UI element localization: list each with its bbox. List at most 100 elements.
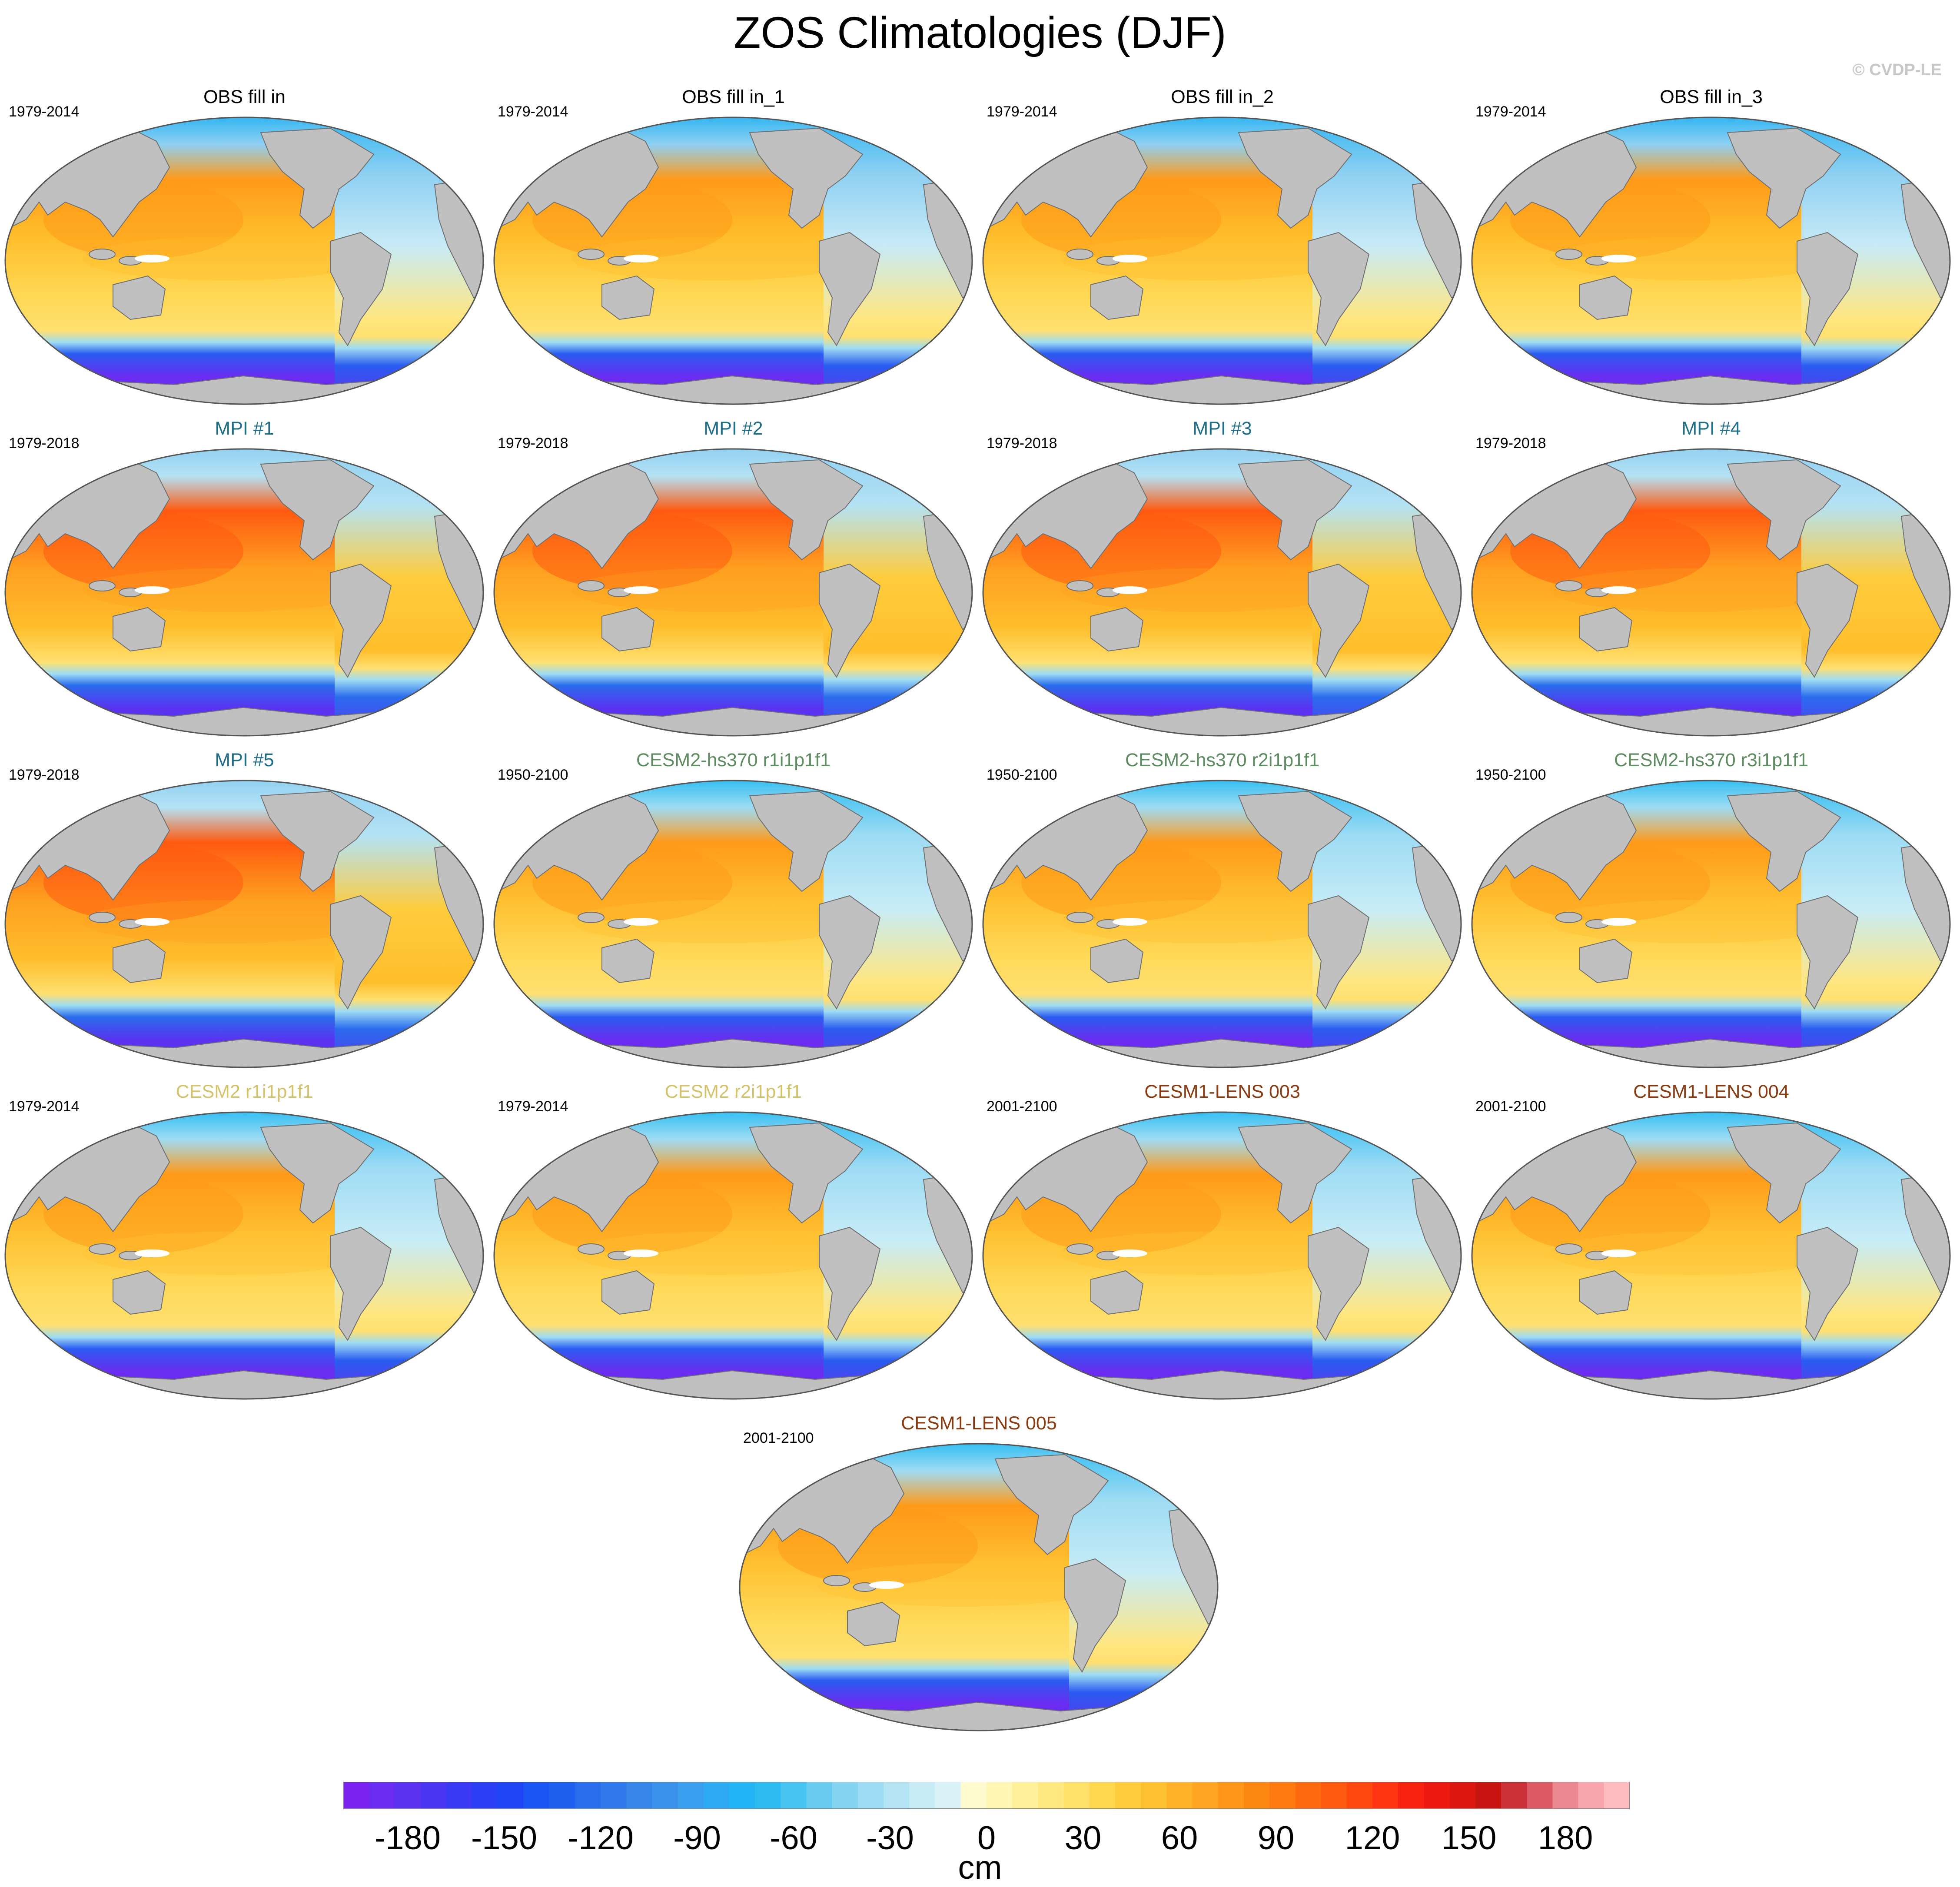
map-panel: CESM1-LENS 003 2001-2100 — [978, 1080, 1467, 1401]
panel-title: MPI #5 — [215, 750, 274, 771]
colorbar-swatch — [420, 1782, 447, 1809]
colorbar-swatch — [1398, 1782, 1424, 1809]
colorbar-swatch — [1604, 1782, 1630, 1809]
colorbar-swatch — [960, 1782, 987, 1809]
panel-title: CESM1-LENS 005 — [901, 1413, 1057, 1434]
colorbar-swatch — [652, 1782, 678, 1809]
panel-period: 2001-2100 — [743, 1430, 814, 1446]
panel-period: 1979-2018 — [498, 435, 568, 452]
colorbar-swatch — [1141, 1782, 1167, 1809]
map-panel: CESM2-hs370 r1i1p1f1 1950-2100 — [489, 748, 978, 1070]
world-map — [982, 780, 1462, 1068]
panel-period: 1979-2014 — [9, 1098, 80, 1115]
panel-title: OBS fill in — [203, 86, 286, 107]
world-map — [739, 1443, 1219, 1731]
colorbar-swatch — [1346, 1782, 1373, 1809]
world-map — [4, 448, 484, 737]
colorbar-tick-label: 0 — [977, 1820, 996, 1857]
map-panel: MPI #5 1979-2018 — [0, 748, 489, 1070]
colorbar-swatch — [1012, 1782, 1038, 1809]
panel-period: 1979-2014 — [1475, 103, 1546, 120]
world-map — [1471, 448, 1951, 737]
colorbar-tick-label: -150 — [471, 1820, 538, 1857]
colorbar-tick-label: -120 — [567, 1820, 634, 1857]
colorbar-swatch — [1578, 1782, 1605, 1809]
map-fill — [5, 1112, 483, 1399]
panel-title: CESM2 r2i1p1f1 — [664, 1081, 802, 1102]
colorbar-tick-label: 30 — [1064, 1820, 1102, 1857]
credit-watermark: © CVDP-LE — [1852, 61, 1942, 79]
colorbar-tick-label: -180 — [374, 1820, 441, 1857]
world-map — [1471, 780, 1951, 1068]
colorbar-swatch — [1166, 1782, 1193, 1809]
colorbar-swatch — [1063, 1782, 1090, 1809]
colorbar-units: cm — [958, 1849, 1002, 1886]
panel-title: CESM2 r1i1p1f1 — [176, 1081, 313, 1102]
colorbar-swatch — [549, 1782, 575, 1809]
map-fill — [5, 117, 483, 404]
map-panel: MPI #3 1979-2018 — [978, 416, 1467, 738]
colorbar-swatch — [909, 1782, 936, 1809]
colorbar-swatch — [343, 1782, 369, 1809]
map-panel: MPI #4 1979-2018 — [1467, 416, 1956, 738]
colorbar-swatch — [523, 1782, 550, 1809]
map-panel: CESM1-LENS 004 2001-2100 — [1467, 1080, 1956, 1401]
colorbar-swatch — [832, 1782, 858, 1809]
colorbar-swatch — [678, 1782, 704, 1809]
colorbar-swatch — [1295, 1782, 1322, 1809]
panel-period: 1979-2014 — [498, 103, 568, 120]
colorbar-tick-label: 60 — [1161, 1820, 1198, 1857]
panel-title: MPI #3 — [1193, 418, 1252, 439]
colorbar-swatch — [1244, 1782, 1270, 1809]
colorbar-tick-label: 150 — [1441, 1820, 1497, 1857]
panel-title: MPI #1 — [215, 418, 274, 439]
panel-period: 1950-2100 — [1475, 767, 1546, 783]
colorbar-tick-label: 90 — [1257, 1820, 1295, 1857]
world-map — [982, 448, 1462, 737]
panel-period: 1950-2100 — [987, 767, 1057, 783]
world-map — [493, 448, 973, 737]
colorbar-swatch — [781, 1782, 807, 1809]
world-map — [493, 116, 973, 405]
map-fill — [1472, 449, 1950, 736]
colorbar-swatch — [395, 1782, 421, 1809]
map-panel: MPI #1 1979-2018 — [0, 416, 489, 738]
colorbar-swatch — [1424, 1782, 1450, 1809]
world-map — [982, 116, 1462, 405]
panel-period: 1979-2014 — [9, 103, 80, 120]
map-fill — [1472, 117, 1950, 404]
panel-title: CESM2-hs370 r2i1p1f1 — [1125, 750, 1319, 771]
colorbar-swatch — [1192, 1782, 1219, 1809]
colorbar-swatch — [1218, 1782, 1244, 1809]
map-fill — [983, 1112, 1461, 1399]
colorbar-swatch — [575, 1782, 601, 1809]
colorbar-swatch — [729, 1782, 755, 1809]
colorbar-swatch — [1089, 1782, 1116, 1809]
colorbar-swatch — [935, 1782, 961, 1809]
colorbar-tick-label: -60 — [770, 1820, 817, 1857]
map-panel: OBS fill in_2 1979-2014 — [978, 85, 1467, 406]
colorbar-swatch — [626, 1782, 652, 1809]
map-fill — [983, 449, 1461, 736]
panel-title: CESM2-hs370 r3i1p1f1 — [1614, 750, 1808, 771]
world-map — [4, 780, 484, 1068]
colorbar-swatch — [498, 1782, 524, 1809]
colorbar-swatch — [755, 1782, 781, 1809]
map-fill — [1472, 1112, 1950, 1399]
world-map — [4, 1111, 484, 1400]
colorbar-swatch — [806, 1782, 833, 1809]
map-panel: OBS fill in_3 1979-2014 — [1467, 85, 1956, 406]
colorbar-swatch — [472, 1782, 498, 1809]
map-panel: CESM2 r2i1p1f1 1979-2014 — [489, 1080, 978, 1401]
colorbar-swatch — [1552, 1782, 1579, 1809]
colorbar-swatch — [1527, 1782, 1553, 1809]
map-fill — [1472, 781, 1950, 1067]
world-map — [982, 1111, 1462, 1400]
colorbar-swatch — [1038, 1782, 1064, 1809]
colorbar-swatch — [1321, 1782, 1347, 1809]
map-fill — [5, 449, 483, 736]
world-map — [1471, 1111, 1951, 1400]
panel-title: OBS fill in_3 — [1660, 86, 1763, 107]
world-map — [493, 780, 973, 1068]
